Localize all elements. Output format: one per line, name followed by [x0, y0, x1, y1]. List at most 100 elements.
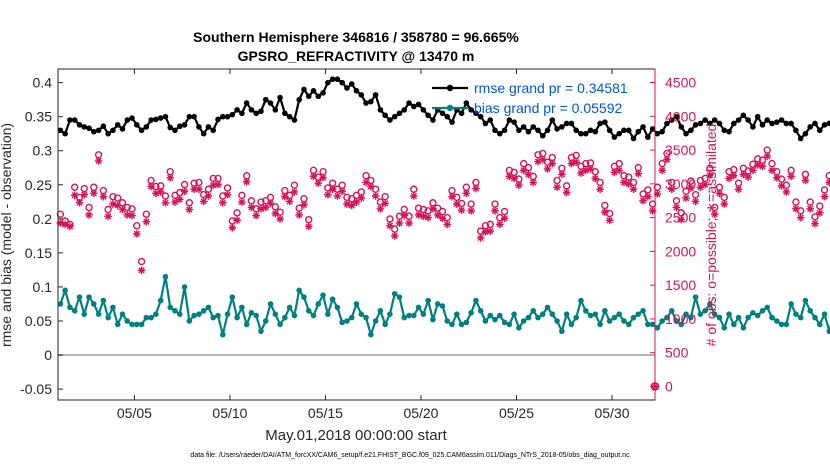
rmse-point: [391, 113, 398, 120]
assimilated-point: [682, 194, 690, 202]
bias-point: [229, 294, 236, 300]
rmse-point: [740, 112, 747, 119]
assimilated-point: [586, 165, 595, 173]
bias-point: [482, 318, 489, 324]
rmse-point: [110, 127, 116, 134]
assimilated-point: [285, 197, 294, 206]
rmse-point: [406, 100, 412, 106]
assimilated-point: [768, 166, 776, 175]
assimilated-point: [792, 205, 800, 213]
y-right-tick-label: 0: [665, 378, 673, 394]
bias-point: [105, 314, 111, 321]
rmse-point: [86, 125, 92, 132]
bias-point: [305, 307, 312, 314]
bias-point: [750, 310, 756, 316]
x-tick-label: 05/15: [308, 405, 343, 421]
bias-point: [554, 318, 560, 324]
bias-point: [110, 304, 116, 311]
possible-point: [672, 197, 681, 205]
rmse-point: [196, 124, 202, 130]
rmse-point: [702, 117, 708, 123]
bias-point: [425, 297, 431, 304]
rmse-point: [329, 76, 336, 83]
rmse-point: [554, 126, 560, 132]
bias-point: [688, 314, 694, 321]
assimilated-point: [281, 192, 289, 201]
y-left-tick-label: 0: [44, 347, 52, 363]
assimilated-point: [429, 205, 437, 213]
bias-point: [635, 311, 642, 317]
bias-point: [253, 312, 260, 319]
rmse-point: [229, 111, 236, 118]
assimilated-point: [80, 190, 89, 199]
bias-point: [525, 314, 532, 321]
bias-point: [406, 312, 412, 319]
rmse-point: [348, 81, 355, 87]
assimilated-point: [596, 185, 604, 194]
rmse-point: [167, 124, 174, 131]
legend-marker-bias: [446, 104, 454, 112]
possible-point: [816, 202, 824, 210]
assimilated-point: [223, 190, 232, 199]
rmse-point: [100, 123, 107, 130]
bias-point: [559, 328, 565, 335]
bias-point: [162, 273, 169, 280]
assimilated-point: [405, 219, 413, 227]
rmse-point: [458, 110, 465, 117]
assimilated-point: [357, 194, 366, 202]
bias-point: [549, 311, 556, 317]
bias-point: [530, 307, 537, 314]
assimilated-point: [467, 207, 475, 215]
bias-point: [210, 314, 217, 321]
bias-point: [315, 301, 322, 307]
rmse-point: [506, 117, 513, 123]
assimilated-point: [472, 184, 480, 193]
bias-point: [415, 304, 422, 311]
x-tick-label: 05/10: [212, 405, 247, 421]
assimilated-point: [806, 205, 815, 213]
rmse-point: [62, 130, 68, 137]
rmse-point: [664, 120, 670, 127]
bias-point: [239, 304, 245, 311]
bias-point: [453, 311, 460, 317]
bias-point: [535, 314, 541, 321]
rmse-point: [778, 117, 785, 123]
possible-point: [734, 179, 743, 187]
assimilated-point: [524, 170, 533, 179]
bias-point: [731, 321, 737, 328]
assimilated-point: [228, 223, 237, 232]
assimilated-point: [424, 213, 432, 222]
possible-point: [777, 175, 786, 183]
rmse-point: [267, 100, 274, 106]
rmse-point: [449, 119, 455, 125]
rmse-point: [148, 117, 154, 123]
bias-point: [544, 304, 551, 311]
assimilated-point: [328, 185, 337, 194]
bias-point: [186, 318, 193, 324]
bias-point: [234, 314, 240, 321]
rmse-point: [640, 124, 646, 130]
legend-label-bias: bias grand pr = 0.05592: [474, 100, 622, 116]
assimilated-point: [300, 200, 308, 209]
rmse-point: [711, 117, 718, 123]
bias-point: [391, 290, 398, 297]
bias-point: [697, 311, 704, 317]
assimilated-point: [400, 211, 409, 220]
possible-point: [71, 183, 79, 191]
bias-point: [205, 304, 212, 311]
rmse-point: [544, 127, 551, 134]
bias-point: [640, 307, 646, 314]
bias-point: [200, 307, 207, 314]
rmse-point: [563, 120, 570, 127]
assimilated-point: [672, 203, 681, 212]
bias-point: [707, 301, 713, 307]
rmse-point: [535, 127, 541, 134]
x-tick-label: 05/25: [499, 405, 534, 421]
assimilated-point: [615, 166, 623, 175]
bias-point: [119, 311, 126, 317]
rmse-point: [678, 124, 685, 130]
bias-point: [568, 321, 575, 328]
bias-point: [243, 321, 250, 328]
assimilated-point: [515, 181, 523, 189]
rmse-point: [191, 113, 197, 120]
